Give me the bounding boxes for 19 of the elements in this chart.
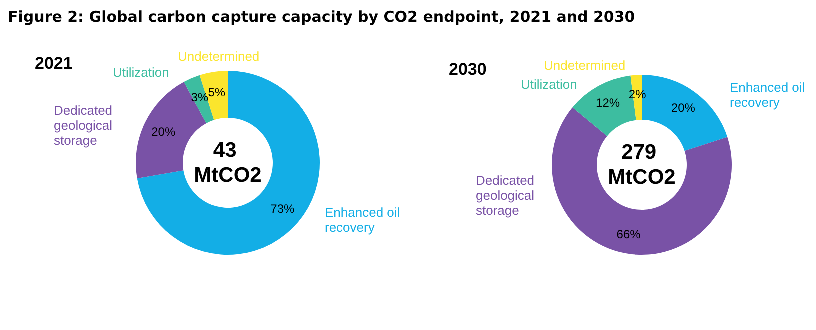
slice-label: Enhanced oil recovery — [730, 80, 809, 110]
slice-label: Utilization — [521, 77, 578, 92]
data-label: 66% — [616, 227, 642, 242]
text: 43 MtCO2 — [194, 139, 262, 187]
data-label: 12% — [596, 96, 620, 110]
chart-title: 2030 — [449, 60, 487, 79]
data-label: 5% — [208, 85, 226, 100]
text: 279 MtCO2 — [608, 141, 676, 189]
data-label: 73% — [270, 202, 296, 216]
slice-label: Dedicated geological storage — [476, 173, 538, 218]
slice-label: Utilization — [113, 65, 170, 80]
chart-subtitle: 2021 — [35, 54, 73, 73]
slice-label: Undetermined — [544, 58, 626, 73]
data-label: 20% — [671, 100, 696, 115]
slice-label: Undetermined — [178, 49, 260, 64]
chart-title: Figure 2: Global carbon capture capacity by CO2 endpoint, 2021 and 2030 — [8, 8, 636, 26]
slice-label: Dedicated geological storage — [54, 103, 116, 148]
data-label: 20% — [152, 124, 176, 139]
slice-label: Enhanced oil recovery — [325, 205, 404, 235]
